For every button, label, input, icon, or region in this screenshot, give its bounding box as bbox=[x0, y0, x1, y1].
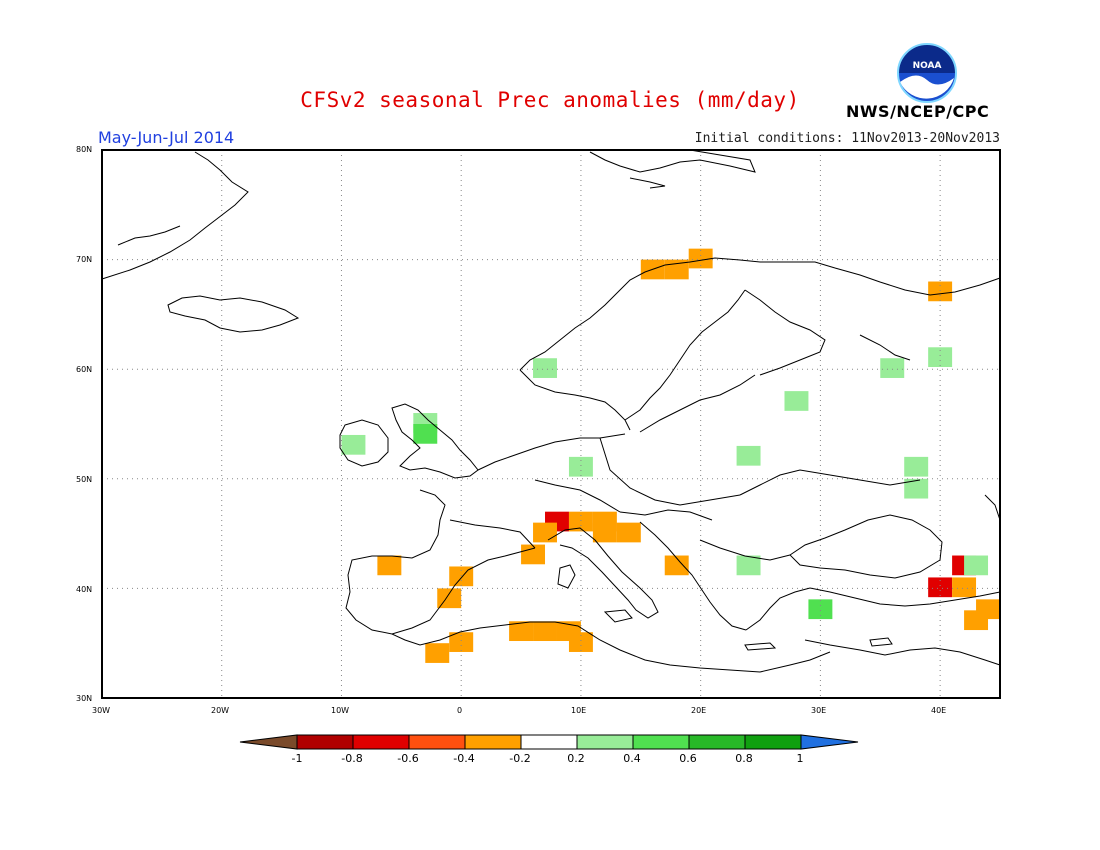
anomaly-cell bbox=[509, 621, 534, 642]
anomaly-cell bbox=[533, 358, 557, 378]
anomaly-cell bbox=[808, 599, 833, 620]
anomaly-cell bbox=[377, 555, 402, 576]
colorbar-box bbox=[464, 734, 522, 750]
map-title: CFSv2 seasonal Prec anomalies (mm/day) bbox=[300, 88, 800, 112]
colorbar-above-max-arrow bbox=[800, 734, 859, 750]
lat-tick-label: 30N bbox=[76, 694, 93, 703]
anomaly-cell bbox=[425, 643, 450, 663]
anomaly-cell bbox=[904, 478, 929, 499]
colorbar-box bbox=[352, 734, 410, 750]
anomaly-cell bbox=[880, 358, 905, 378]
colorbar-box bbox=[296, 734, 354, 750]
colorbar-box bbox=[688, 734, 746, 750]
map-frame bbox=[101, 149, 1001, 699]
anomaly-cell bbox=[928, 281, 953, 302]
lat-tick-label: 40N bbox=[76, 585, 93, 594]
colorbar-label: 0.4 bbox=[623, 752, 641, 765]
anomaly-cells bbox=[341, 248, 1000, 663]
colorbar-label: 0.6 bbox=[679, 752, 697, 765]
lon-tick-label: 10E bbox=[571, 706, 587, 715]
anomaly-cell bbox=[952, 577, 977, 598]
agency-label: NWS/NCEP/CPC bbox=[846, 102, 990, 121]
colorbar-label: -0.2 bbox=[509, 752, 531, 765]
lon-tick-label: 30W bbox=[92, 706, 111, 715]
anomaly-cell bbox=[616, 522, 641, 543]
colorbar-box bbox=[520, 734, 578, 750]
anomaly-cell bbox=[437, 588, 462, 609]
anomaly-cell bbox=[928, 347, 953, 368]
anomaly-cell bbox=[341, 434, 366, 455]
anomaly-cell bbox=[568, 511, 593, 532]
lon-tick-label: 20W bbox=[211, 706, 230, 715]
colorbar-box bbox=[632, 734, 690, 750]
colorbar-below-min-arrow bbox=[239, 734, 298, 750]
lon-tick-label: 30E bbox=[811, 706, 827, 715]
colorbar-label: 1 bbox=[796, 752, 804, 765]
colorbar-label: 0.8 bbox=[735, 752, 753, 765]
lat-tick-label: 50N bbox=[76, 475, 93, 484]
lat-tick-label: 70N bbox=[76, 255, 93, 264]
lat-tick-label: 60N bbox=[76, 365, 93, 374]
colorbar-label: -1 bbox=[291, 752, 303, 765]
lon-tick-label: 10W bbox=[331, 706, 350, 715]
anomaly-cell bbox=[449, 632, 474, 652]
initial-conditions-label: Initial conditions: 11Nov2013-20Nov2013 bbox=[694, 131, 1000, 146]
anomaly-cell bbox=[964, 555, 989, 576]
colorbar-label: 0.2 bbox=[567, 752, 585, 765]
anomaly-cell bbox=[736, 445, 761, 466]
anomaly-cell bbox=[928, 577, 953, 598]
lon-tick-label: 40E bbox=[931, 706, 947, 715]
anomaly-cell bbox=[784, 391, 809, 411]
anomaly-cell bbox=[568, 456, 593, 477]
anomaly-cell bbox=[688, 248, 713, 269]
lat-tick-label: 80N bbox=[76, 145, 93, 154]
anomaly-cell bbox=[736, 555, 761, 576]
logo-text: NOAA bbox=[913, 61, 942, 71]
colorbar-label: -0.4 bbox=[453, 752, 475, 765]
anomaly-cell bbox=[664, 555, 689, 576]
lon-tick-label: 20E bbox=[691, 706, 707, 715]
colorbar-box bbox=[408, 734, 466, 750]
colorbar-box bbox=[744, 734, 802, 750]
colorbar-label: -0.8 bbox=[341, 752, 363, 765]
season-label: May-Jun-Jul 2014 bbox=[98, 128, 235, 147]
anomaly-cell bbox=[964, 610, 989, 631]
coastlines bbox=[101, 149, 1001, 673]
anomaly-cell bbox=[592, 522, 617, 543]
noaa-logo: NOAA bbox=[896, 42, 958, 108]
anomaly-cell bbox=[904, 456, 929, 477]
lon-tick-label: 0 bbox=[457, 706, 463, 715]
anomaly-cell bbox=[521, 544, 546, 565]
colorbar-label: -0.6 bbox=[397, 752, 419, 765]
anomaly-cell bbox=[413, 424, 438, 444]
colorbar-box bbox=[576, 734, 634, 750]
anomaly-cell bbox=[568, 632, 593, 652]
anomaly-cell bbox=[533, 522, 557, 543]
anomaly-cell bbox=[533, 621, 557, 642]
